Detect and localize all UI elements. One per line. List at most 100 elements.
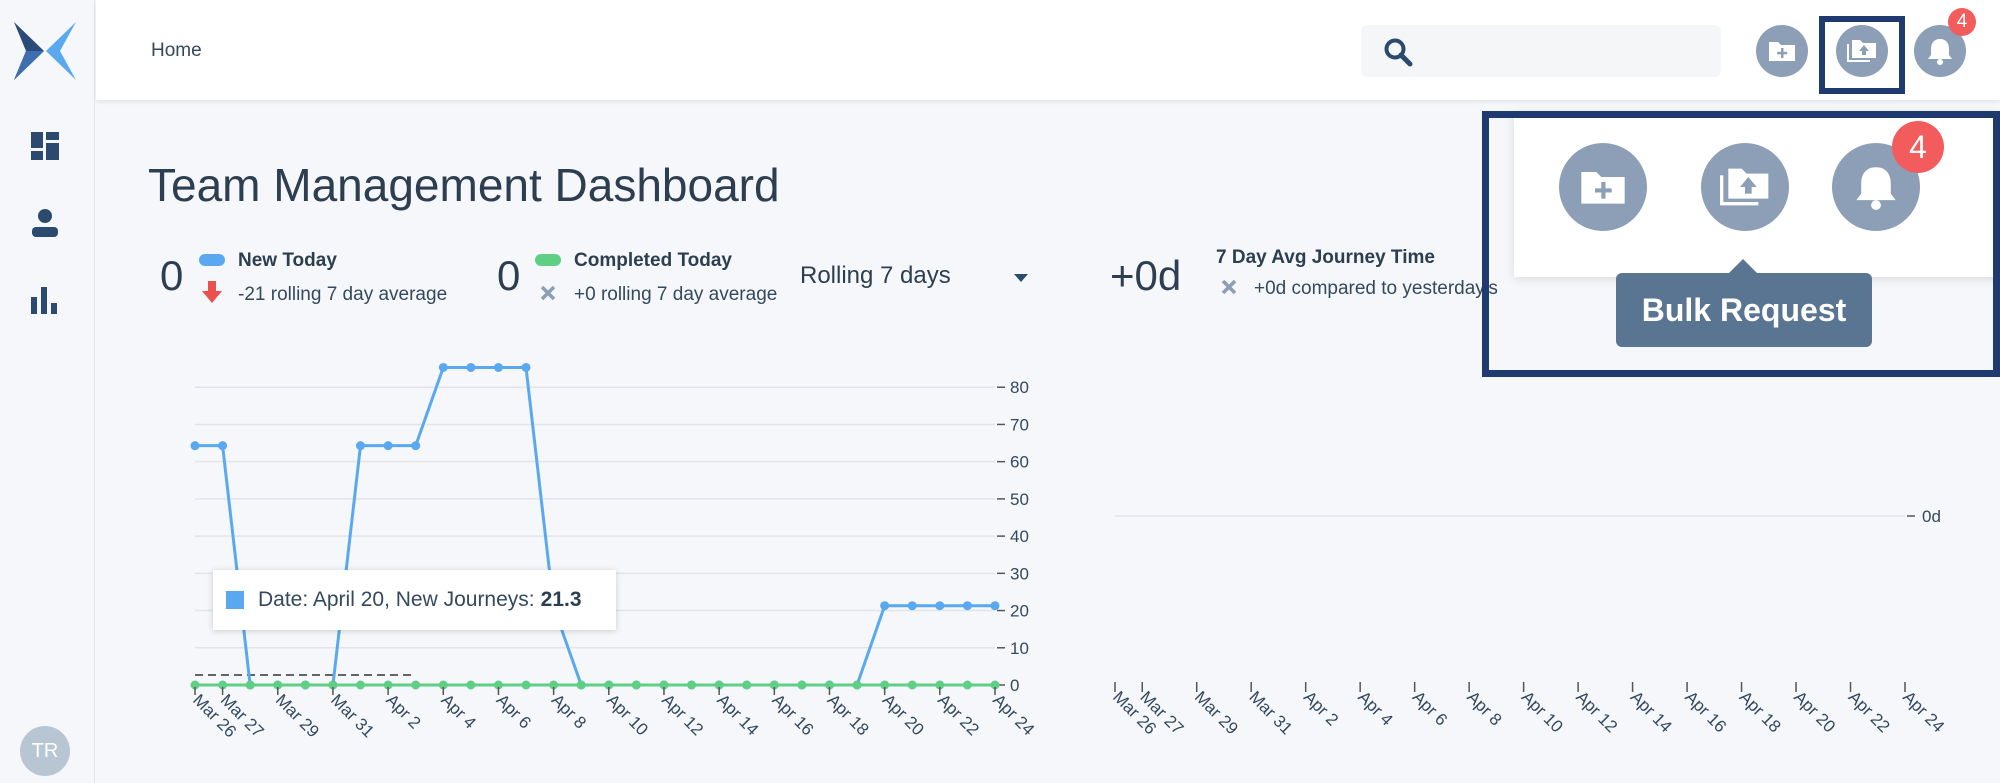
tooltip-text: Date: April 20, New Journeys: [258, 588, 535, 611]
x-tick-label: Mar 29 [1191, 687, 1242, 738]
data-point [714, 680, 724, 690]
tooltip-swatch [226, 591, 244, 609]
data-point [990, 601, 1000, 611]
new-today-sub: -21 rolling 7 day average [238, 284, 448, 305]
new-today-legend [199, 254, 225, 266]
x-tick-label: Apr 16 [1681, 687, 1730, 736]
data-point [438, 362, 448, 372]
data-point [273, 680, 283, 690]
completed-today-value: 0 [497, 252, 521, 299]
y-tick-label: 50 [1010, 490, 1029, 509]
data-point [907, 680, 917, 690]
x-tick-label: Mar 31 [1245, 687, 1296, 738]
y-tick-label: 40 [1010, 527, 1029, 546]
tooltip-value: 21.3 [540, 588, 582, 611]
bell-icon [1928, 39, 1952, 65]
data-point [769, 680, 779, 690]
y-tick-label: 20 [1010, 602, 1029, 621]
x-tick-label: Apr 10 [603, 690, 652, 739]
data-point [880, 680, 890, 690]
avg-journey-sub: +0d compared to yesterday's [1254, 278, 1498, 299]
avatar[interactable]: TR [20, 726, 70, 776]
y-tick-label: 60 [1010, 453, 1029, 472]
data-point [880, 601, 890, 611]
data-point [438, 680, 448, 690]
x-tick-label: Apr 20 [879, 690, 928, 739]
data-point [411, 680, 421, 690]
x-tick-label: Apr 20 [1790, 687, 1839, 736]
x-tick-label: Apr 8 [548, 690, 590, 732]
data-point [356, 680, 366, 690]
bulk-request-tooltip: Bulk Request [1616, 273, 1872, 347]
data-point [190, 680, 200, 690]
add-folder-icon [1769, 42, 1795, 61]
x-tick-label: Apr 24 [1899, 687, 1948, 736]
data-point [521, 680, 531, 690]
upload-folder-button[interactable] [1836, 25, 1888, 77]
data-point [935, 601, 945, 611]
x-tick-label: Apr 4 [1354, 687, 1396, 729]
bell-icon [1856, 167, 1896, 210]
bar-chart-icon[interactable] [30, 285, 60, 315]
y-tick-label: 0d [1922, 507, 1941, 526]
avg-journey-label: 7 Day Avg Journey Time [1216, 247, 1435, 268]
x-tick-label: Apr 4 [437, 690, 479, 732]
x-tick-label: Apr 14 [1627, 687, 1676, 736]
x-tick-label: Apr 10 [1518, 687, 1567, 736]
rolling-period-select[interactable]: Rolling 7 days [800, 262, 951, 289]
data-point [466, 680, 476, 690]
data-point [493, 362, 503, 372]
data-point [962, 601, 972, 611]
data-point [659, 680, 669, 690]
highlight-box-zoom [1482, 111, 2000, 377]
chart-tooltip: Date: April 20, New Journeys: 21.3 [213, 570, 616, 630]
data-point [493, 680, 503, 690]
data-point [907, 601, 917, 611]
upload-folder-button-zoomed[interactable] [1701, 143, 1789, 231]
y-tick-label: 80 [1010, 378, 1029, 397]
data-point [521, 362, 531, 372]
data-point [687, 680, 697, 690]
data-point [356, 441, 366, 451]
data-point [328, 680, 338, 690]
x-tick-label: Apr 18 [1736, 687, 1785, 736]
notification-badge: 4 [1948, 8, 1976, 36]
data-point [935, 680, 945, 690]
user-icon[interactable] [30, 208, 60, 238]
data-point [631, 680, 641, 690]
data-point [990, 680, 1000, 690]
breadcrumb[interactable]: Home [151, 40, 202, 61]
data-point [742, 680, 752, 690]
notifications-button[interactable] [1914, 25, 1966, 77]
page-title: Team Management Dashboard [148, 159, 780, 211]
x-tick-label: Apr 2 [382, 690, 424, 732]
x-tick-label: Apr 16 [768, 690, 817, 739]
data-point [411, 441, 421, 451]
top-bar: Home 4 [96, 0, 2000, 100]
x-tick-label: Mar 29 [272, 690, 323, 741]
data-point [797, 680, 807, 690]
dashboard-icon[interactable] [30, 131, 60, 161]
add-folder-button[interactable] [1756, 25, 1808, 77]
series-line [195, 365, 995, 687]
x-tick-label: Apr 6 [1409, 687, 1451, 729]
app-logo[interactable] [14, 22, 76, 80]
chevron-down-icon[interactable] [1012, 272, 1030, 284]
search-input[interactable] [1361, 25, 1721, 77]
x-tick-label: Apr 2 [1300, 687, 1342, 729]
add-folder-button-zoomed[interactable] [1559, 143, 1647, 231]
upload-folder-icon [1847, 40, 1876, 62]
x-tick-label: Apr 6 [493, 690, 535, 732]
new-today-label: New Today [238, 250, 337, 271]
y-tick-label: 10 [1010, 639, 1029, 658]
x-tick-label: Apr 12 [1572, 687, 1621, 736]
data-point [300, 680, 310, 690]
completed-today-legend [535, 254, 561, 266]
x-tick-label: Apr 22 [1845, 687, 1894, 736]
y-tick-label: 0 [1010, 676, 1019, 695]
avg-journey-value: +0d [1110, 252, 1182, 299]
x-tick-label: Apr 18 [824, 690, 873, 739]
arrow-down-icon [202, 281, 222, 303]
